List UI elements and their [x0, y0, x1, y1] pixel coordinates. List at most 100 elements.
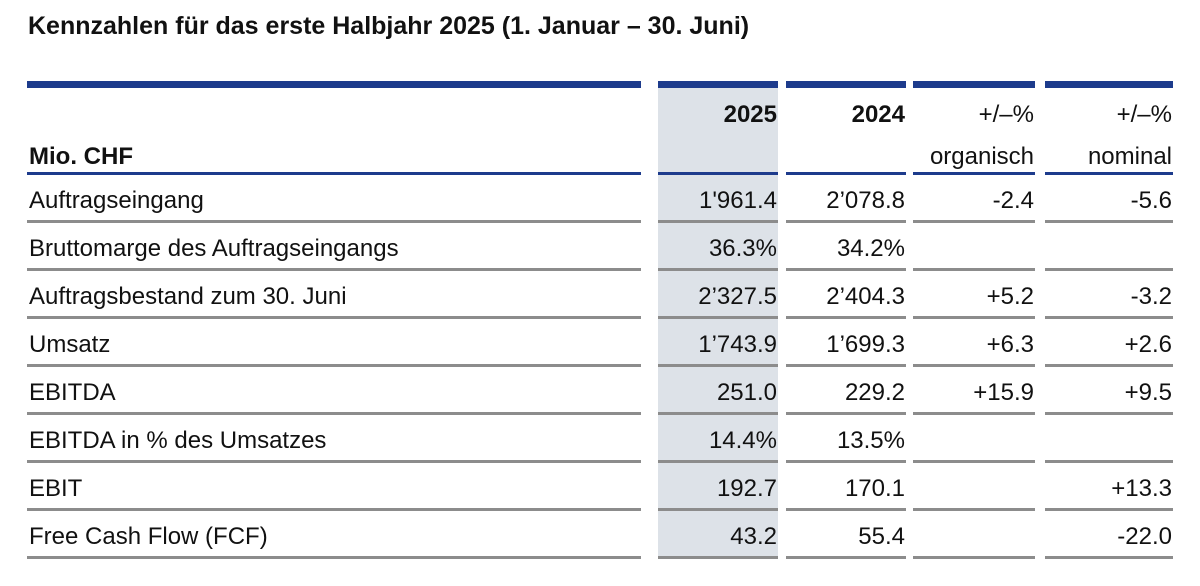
row-divider: [1045, 364, 1173, 367]
value-2025: 251.0: [716, 379, 777, 406]
row-divider: [913, 556, 1035, 559]
row-divider: [658, 364, 778, 367]
row-divider: [1045, 460, 1173, 463]
value-2025: 2’327.5: [698, 283, 777, 310]
row-divider: [658, 220, 778, 223]
value-2024: 13.5%: [836, 427, 905, 454]
change-organic: +5.2: [986, 283, 1034, 310]
row-divider: [27, 412, 641, 415]
value-2024: 229.2: [844, 379, 905, 406]
change-nominal: [1045, 235, 1172, 263]
col-header-nominal-bottom: nominal: [1087, 143, 1172, 170]
row-divider: [786, 460, 906, 463]
value-2024: 2’078.8: [826, 187, 905, 214]
row-label: Umsatz: [29, 331, 111, 358]
value-2024: 34.2%: [836, 235, 905, 262]
top-rule: [27, 81, 641, 88]
row-divider: [786, 508, 906, 511]
value-2025: 1’743.9: [698, 331, 777, 358]
change-nominal: -5.6: [1130, 187, 1172, 214]
row-label: Auftragseingang: [29, 187, 204, 214]
current-year-shading: [658, 88, 778, 556]
value-2024: 170.1: [844, 475, 905, 502]
change-nominal: +9.5: [1124, 379, 1172, 406]
change-nominal: [1045, 427, 1172, 455]
col-header-2025: 2025: [723, 101, 777, 128]
change-organic: [913, 235, 1034, 263]
row-label: Auftragsbestand zum 30. Juni: [29, 283, 347, 310]
row-label: Free Cash Flow (FCF): [29, 523, 268, 550]
change-nominal: +13.3: [1111, 475, 1172, 502]
row-label: EBITDA: [29, 379, 116, 406]
row-divider: [913, 268, 1035, 271]
row-divider: [1045, 316, 1173, 319]
row-divider: [786, 316, 906, 319]
row-divider: [1045, 268, 1173, 271]
top-rule: [1045, 81, 1173, 88]
change-organic: [913, 427, 1034, 455]
value-2025: 1'961.4: [699, 187, 777, 214]
header-rule: [913, 172, 1035, 175]
change-organic: [913, 475, 1034, 503]
unit-header: Mio. CHF: [29, 143, 133, 170]
row-divider: [913, 316, 1035, 319]
header-rule: [658, 172, 778, 175]
row-divider: [27, 364, 641, 367]
value-2024: 2’404.3: [826, 283, 905, 310]
value-2024: 55.4: [858, 523, 905, 550]
row-divider: [27, 220, 641, 223]
row-divider: [1045, 508, 1173, 511]
row-divider: [658, 316, 778, 319]
row-divider: [913, 412, 1035, 415]
row-divider: [913, 460, 1035, 463]
row-divider: [1045, 220, 1173, 223]
change-nominal: -22.0: [1117, 523, 1172, 550]
row-divider: [1045, 556, 1173, 559]
row-divider: [786, 220, 906, 223]
change-organic: +15.9: [973, 379, 1034, 406]
row-divider: [786, 364, 906, 367]
row-label: Bruttomarge des Auftragseingangs: [29, 235, 399, 262]
row-divider: [27, 268, 641, 271]
row-divider: [913, 508, 1035, 511]
top-rule: [786, 81, 906, 88]
change-nominal: +2.6: [1124, 331, 1172, 358]
row-divider: [658, 508, 778, 511]
row-divider: [786, 556, 906, 559]
change-organic: [913, 523, 1034, 551]
row-divider: [658, 556, 778, 559]
value-2025: 43.2: [730, 523, 777, 550]
page-title: Kennzahlen für das erste Halbjahr 2025 (…: [28, 12, 750, 40]
top-rule: [913, 81, 1035, 88]
col-header-organic-top: +/–%: [978, 101, 1034, 128]
change-organic: -2.4: [992, 187, 1034, 214]
header-rule: [1045, 172, 1173, 175]
row-divider: [27, 316, 641, 319]
row-divider: [658, 460, 778, 463]
row-divider: [658, 412, 778, 415]
change-organic: +6.3: [986, 331, 1034, 358]
header-rule: [786, 172, 906, 175]
value-2025: 192.7: [716, 475, 777, 502]
row-divider: [1045, 412, 1173, 415]
col-header-2024: 2024: [851, 101, 905, 128]
top-rule: [658, 81, 778, 88]
col-header-organic-bottom: organisch: [929, 143, 1034, 170]
value-2025: 36.3%: [708, 235, 777, 262]
row-label: EBITDA in % des Umsatzes: [29, 427, 327, 454]
row-label: EBIT: [29, 475, 83, 502]
row-divider: [786, 412, 906, 415]
header-rule: [27, 172, 641, 175]
value-2025: 14.4%: [708, 427, 777, 454]
row-divider: [786, 268, 906, 271]
change-nominal: -3.2: [1130, 283, 1172, 310]
row-divider: [27, 508, 641, 511]
value-2024: 1’699.3: [826, 331, 905, 358]
col-header-nominal-top: +/–%: [1116, 101, 1172, 128]
row-divider: [27, 556, 641, 559]
row-divider: [658, 268, 778, 271]
row-divider: [913, 364, 1035, 367]
row-divider: [27, 460, 641, 463]
row-divider: [913, 220, 1035, 223]
